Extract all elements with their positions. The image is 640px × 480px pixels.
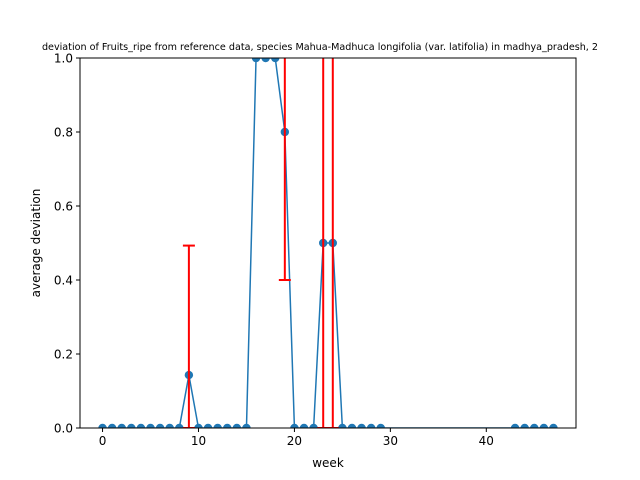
plot-area <box>98 58 558 428</box>
data-point <box>107 423 117 428</box>
x-tick-label: 20 <box>287 434 302 448</box>
series-line <box>102 58 554 428</box>
y-tick-label: 0.4 <box>54 273 73 287</box>
data-point <box>117 423 126 428</box>
data-point <box>98 423 107 428</box>
axis-layer: 0 10 20 30 40 0.0 0.2 0.4 0.6 0.8 1.0 <box>54 51 494 448</box>
data-point <box>271 58 280 63</box>
data-point <box>223 423 232 428</box>
data-point <box>539 423 549 428</box>
data-point <box>261 58 270 63</box>
error-bar <box>326 58 339 428</box>
error-bar <box>317 58 330 428</box>
data-point <box>347 423 357 428</box>
data-point <box>146 423 155 428</box>
data-point <box>338 423 347 428</box>
data-point <box>510 423 520 428</box>
error-bar <box>278 58 291 281</box>
data-point <box>251 58 261 63</box>
x-axis-label: week <box>312 456 344 470</box>
data-point <box>232 423 242 428</box>
data-point <box>194 423 203 428</box>
data-point <box>155 423 165 428</box>
data-point <box>549 423 558 428</box>
data-point <box>127 423 136 428</box>
data-point <box>309 423 318 428</box>
errorbar-layer <box>182 58 339 428</box>
x-tick-label: 40 <box>479 434 494 448</box>
plot-frame <box>79 57 577 429</box>
y-tick-label: 0.8 <box>54 125 73 139</box>
y-tick-label: 1.0 <box>54 51 73 65</box>
data-point <box>242 423 251 428</box>
data-point <box>376 423 385 428</box>
data-point <box>357 423 366 428</box>
data-point <box>520 423 529 428</box>
error-bar <box>182 244 195 428</box>
data-point <box>290 423 299 428</box>
y-tick-label: 0.2 <box>54 347 73 361</box>
series-layer <box>98 58 558 428</box>
y-axis-label: average deviation <box>29 189 43 298</box>
y-tick-label: 0.0 <box>54 421 73 435</box>
x-tick-label: 10 <box>191 434 206 448</box>
data-point <box>165 423 174 428</box>
y-tick-label: 0.6 <box>54 199 73 213</box>
data-point <box>175 423 184 428</box>
data-point <box>366 423 376 428</box>
chart-title: deviation of Fruits_ripe from reference … <box>42 42 598 53</box>
data-point <box>530 423 539 428</box>
data-point <box>136 423 146 428</box>
data-point <box>213 423 222 428</box>
x-tick-label: 30 <box>383 434 398 448</box>
data-point <box>299 423 309 428</box>
x-tick-label: 0 <box>99 434 107 448</box>
data-point <box>203 423 213 428</box>
